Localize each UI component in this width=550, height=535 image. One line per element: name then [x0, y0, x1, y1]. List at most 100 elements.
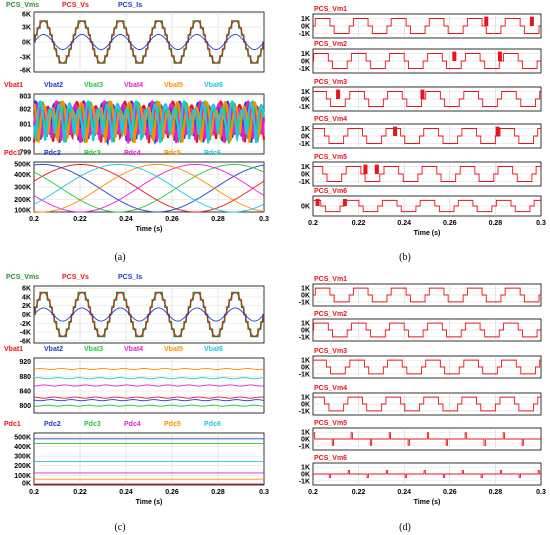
- panel-title: PCS_Vm4: [314, 116, 347, 123]
- y-tick-label: 0K: [301, 293, 310, 300]
- series-line-pcs_vm2: [313, 53, 541, 69]
- x-tick-label: 0.28: [211, 489, 225, 496]
- legend-entry: Vbat4: [124, 346, 143, 353]
- panel-title: PCS_Vm3: [314, 348, 347, 355]
- chart-a2: 803 802 801 800 799 Vbat1 Vbat2 Vbat3 Vbat4 Vbat5…: [4, 82, 266, 157]
- y-tick-label: -4K: [20, 330, 31, 337]
- x-tick-label: 0.26: [165, 216, 179, 223]
- y-tick-label: 1K: [301, 51, 310, 58]
- legend-entry: Vbat2: [44, 346, 63, 353]
- x-tick-label: 0.24: [119, 489, 133, 496]
- x-tick-label: 0.22: [73, 489, 87, 496]
- y-tick-label: -2K: [20, 321, 31, 328]
- legend-entry: Pdc1: [4, 421, 21, 428]
- panel-title: PCS_Vm2: [314, 311, 347, 318]
- legend-entry: Vbat5: [164, 346, 183, 353]
- legend-entry: Pdc5: [164, 421, 181, 428]
- series-line-vbat6: [32, 100, 266, 144]
- x-tick-label: 0.26: [165, 489, 179, 496]
- y-tick-label: 500K: [14, 162, 31, 169]
- panel-title: PCS_Vm4: [314, 385, 347, 392]
- x-tick-label: 0.2: [308, 489, 318, 496]
- legend-entry: Pdc4: [124, 150, 141, 157]
- series-line-pdc1: [33, 164, 265, 213]
- series-line-vbat1: [33, 396, 265, 399]
- x-tick-label: 0.24: [397, 489, 411, 496]
- legend-entry: Vbat5: [164, 82, 183, 89]
- legend-entry: Pdc3: [84, 421, 101, 428]
- legend-entry: Vbat6: [204, 82, 223, 89]
- y-tick-label: 0K: [301, 24, 310, 31]
- legend-entry: Pdc3: [84, 150, 101, 157]
- legend-entry: Vbat3: [84, 82, 103, 89]
- legend-entry: Vbat1: [4, 82, 23, 89]
- legend-entry: PCS_Vs: [62, 2, 89, 9]
- series-line-vbat3: [33, 404, 265, 407]
- y-tick-label: 880: [19, 374, 31, 381]
- y-tick-label: 1K: [301, 164, 310, 171]
- y-tick-label: -3K: [20, 55, 31, 62]
- x-tick-label: 0.26: [443, 489, 457, 496]
- y-tick-label: -1K: [299, 141, 310, 148]
- legend-entry: PCS_Vs: [62, 274, 89, 281]
- series-line-pdc3: [33, 164, 265, 213]
- y-tick-label: 0K: [301, 472, 310, 479]
- y-tick-label: 840: [19, 389, 31, 396]
- y-tick-label: 802: [19, 107, 31, 114]
- series-line-vbat1: [32, 100, 266, 145]
- series-line-pcs_vm4: [313, 396, 541, 412]
- y-tick-label: 0K: [22, 481, 31, 488]
- spike-mark: [484, 16, 489, 26]
- y-tick-label: 0K: [301, 59, 310, 66]
- y-tick-label: -6K: [20, 338, 31, 345]
- chart-a1: 6K 3K 0K -3K -6K PCS_Vms PCS_Vs PCS_Is: [6, 2, 265, 75]
- series-line-pdc2: [33, 164, 265, 213]
- spike-mark: [315, 198, 320, 206]
- y-tick-label: 0K: [22, 40, 31, 47]
- legend-entry: Vbat6: [204, 346, 223, 353]
- y-tick-label: 3K: [22, 25, 31, 32]
- x-tick-label: 0.3: [536, 489, 546, 496]
- y-tick-label: 920: [19, 359, 31, 366]
- y-tick-label: -1K: [299, 31, 310, 38]
- legend-entry: PCS_Is: [118, 274, 142, 281]
- legend-entry: Pdc5: [164, 150, 181, 157]
- y-tick-label: 803: [19, 94, 31, 101]
- series-line-pdc5: [33, 164, 265, 213]
- x-tick-label: 0.22: [73, 216, 87, 223]
- series-line-pcs_vm4: [313, 128, 541, 144]
- x-axis-label: Time (s): [136, 226, 163, 233]
- series-line-vbat4: [33, 384, 265, 387]
- legend-entry: Pdc2: [44, 421, 61, 428]
- y-tick-label: 200K: [14, 463, 31, 470]
- y-tick-label: 1K: [301, 16, 310, 23]
- x-tick-label: 0.22: [352, 489, 366, 496]
- x-axis-label: Time (s): [414, 230, 441, 237]
- x-tick-label: 0.24: [119, 216, 133, 223]
- series-line-pdc6: [33, 164, 265, 213]
- legend-entry: Pdc6: [204, 150, 221, 157]
- y-tick-label: 4K: [22, 294, 31, 301]
- x-tick-label: 0.26: [443, 220, 457, 227]
- x-tick-label: 0.3: [536, 220, 546, 227]
- chart-b6: 0K PCS_Vm6 0.2 0.22 0.24 0.26 0.28 0.3 Time (s): [301, 188, 546, 237]
- x-tick-label: 0.22: [352, 220, 366, 227]
- legend-entry: PCS_Vms: [6, 2, 39, 9]
- y-tick-label: 0K: [22, 312, 31, 319]
- y-tick-label: -1K: [299, 443, 310, 450]
- plot-frame: [33, 432, 265, 486]
- y-tick-label: -1K: [299, 179, 310, 186]
- x-tick-label: 0.28: [211, 216, 225, 223]
- series-line-pcs_vm1: [313, 287, 541, 303]
- legend-entry: Vbat1: [4, 346, 23, 353]
- y-tick-label: 1K: [301, 321, 310, 328]
- chart-c2: 920 880 840 800 Vbat1 Vbat2 Vbat3 Vbat4 Vbat5 Vba…: [4, 346, 265, 414]
